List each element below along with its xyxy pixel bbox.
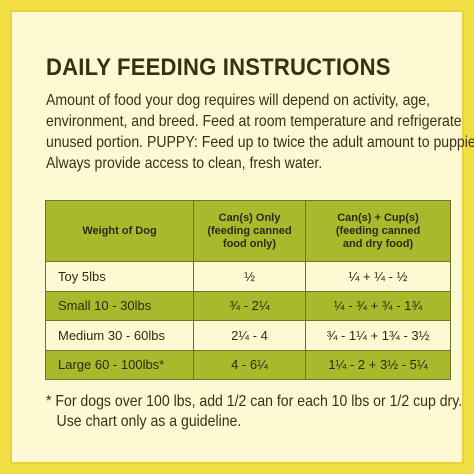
table-row: Large 60 - 100lbs* 4 - 6¼ 1¼ - 2 + 3½ - … (45, 349, 451, 380)
cans-only-cell: ¾ - 2¼ (193, 290, 306, 321)
weight-cell: Large 60 - 100lbs* (45, 349, 194, 380)
header-cans-only-line: food only) (222, 237, 277, 250)
cans-only-cell: ½ (193, 261, 306, 292)
header-cans-only-line: Can(s) Only (218, 211, 281, 224)
cans-cups-cell: ¼ - ¾ + ¾ - 1¾ (305, 290, 451, 321)
header-cans-cups-line: (feeding canned (335, 224, 421, 237)
weight-cell: Toy 5lbs (45, 261, 194, 292)
cans-only-cell: 2¼ - 4 (193, 320, 306, 351)
intro-line: unused portion. PUPPY: Feed up to twice … (46, 134, 474, 151)
header-cans-cups: Can(s) + Cup(s) (feeding canned and dry … (305, 200, 451, 262)
intro-paragraph: Amount of food your dog requires will de… (46, 90, 474, 174)
header-cans-only: Can(s) Only (feeding canned food only) (193, 200, 306, 262)
intro-line: Always provide access to clean, fresh wa… (46, 155, 323, 172)
cans-cups-cell: ¼ + ¼ - ½ (305, 261, 451, 292)
feeding-table: Weight of Dog Can(s) Only (feeding canne… (45, 200, 451, 380)
footnote-line: * For dogs over 100 lbs, add 1/2 can for… (46, 393, 463, 410)
weight-cell: Small 10 - 30lbs (45, 290, 194, 321)
cans-cups-cell: 1¼ - 2 + 3½ - 5¼ (305, 349, 451, 380)
table-row: Toy 5lbs ½ ¼ + ¼ - ½ (45, 261, 451, 292)
header-cans-only-line: (feeding canned (207, 224, 292, 237)
table-header-row: Weight of Dog Can(s) Only (feeding canne… (45, 200, 451, 262)
cans-cups-cell: ¾ - 1¼ + 1¾ - 3½ (305, 320, 451, 351)
table-row: Medium 30 - 60lbs 2¼ - 4 ¾ - 1¼ + 1¾ - 3… (45, 320, 451, 351)
header-weight-line: Weight of Dog (82, 224, 157, 237)
header-weight: Weight of Dog (45, 200, 194, 262)
header-cans-cups-line: and dry food) (342, 237, 414, 250)
table-row: Small 10 - 30lbs ¾ - 2¼ ¼ - ¾ + ¾ - 1¾ (45, 290, 451, 321)
intro-line: environment, and breed. Feed at room tem… (46, 113, 462, 130)
page-title: DAILY FEEDING INSTRUCTIONS (46, 54, 391, 81)
intro-line: Amount of food your dog requires will de… (46, 92, 431, 109)
cans-only-cell: 4 - 6¼ (193, 349, 306, 380)
header-cans-cups-line: Can(s) + Cup(s) (337, 211, 419, 224)
weight-cell: Medium 30 - 60lbs (45, 320, 194, 351)
footnote-line: Use chart only as a guideline. (56, 413, 242, 430)
footnote: * For dogs over 100 lbs, add 1/2 can for… (46, 392, 463, 432)
